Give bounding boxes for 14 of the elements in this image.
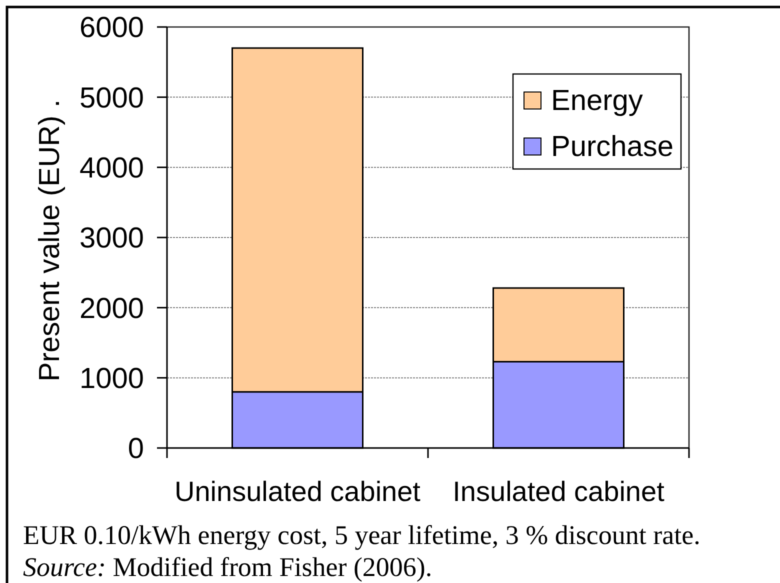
legend-label: Purchase [551,131,674,164]
y-tick-label: 2000 [79,292,144,325]
text: EUR 0.10/kWh energy cost, 5 year lifetime, 3 % discount rate. [23,520,700,550]
y-axis-title: Present value (EUR) . [34,99,66,382]
y-tick-label: 1000 [79,362,144,395]
y-tick-label: 0 [128,433,144,466]
source-note: Source: Modified from Fisher (2006). [23,552,432,582]
legend-label: Energy [551,85,644,118]
y-tick-label: 3000 [79,222,144,255]
y-tick-label: 5000 [79,82,144,114]
x-tick-label: Insulated cabinet [452,476,665,507]
y-tick-label: 4000 [79,152,144,184]
x-tick-label: Uninsulated cabinet [174,476,421,507]
y-tick-label: 6000 [79,12,144,44]
